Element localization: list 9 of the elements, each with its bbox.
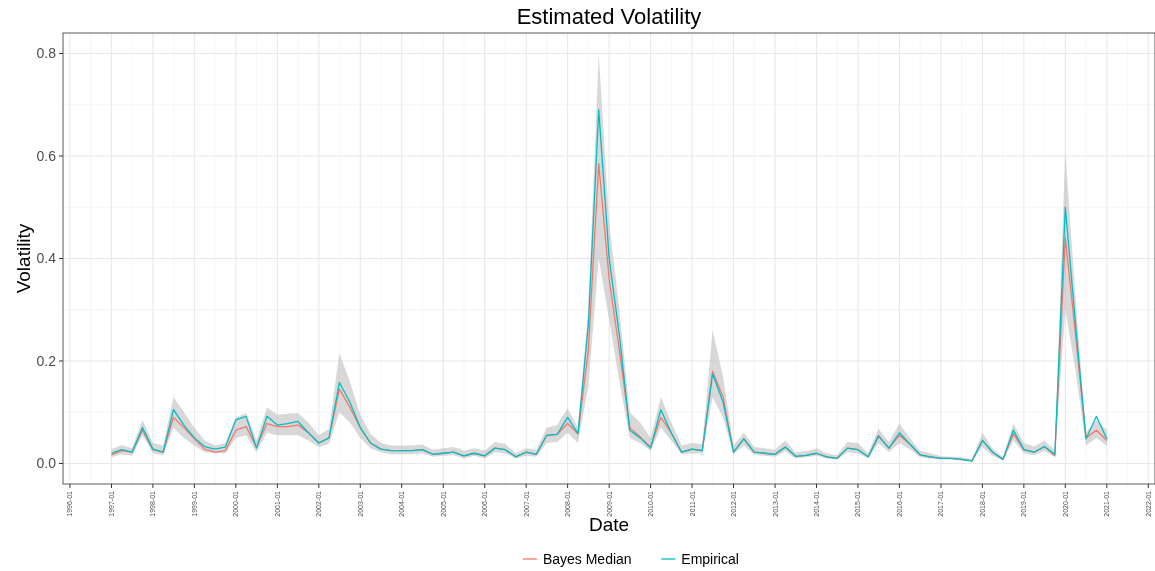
y-tick-label: 0.0: [36, 455, 57, 472]
y-axis-title: Volatility: [13, 223, 34, 294]
legend-label: Bayes Median: [542, 550, 632, 567]
y-tick-label: 0.8: [36, 45, 57, 62]
y-tick-label: 0.6: [36, 147, 57, 164]
legend-label: Empirical: [681, 550, 739, 567]
chart-title: Estimated Volatility: [516, 4, 702, 29]
y-tick-label: 0.4: [36, 250, 57, 267]
y-tick-label: 0.2: [36, 352, 57, 369]
